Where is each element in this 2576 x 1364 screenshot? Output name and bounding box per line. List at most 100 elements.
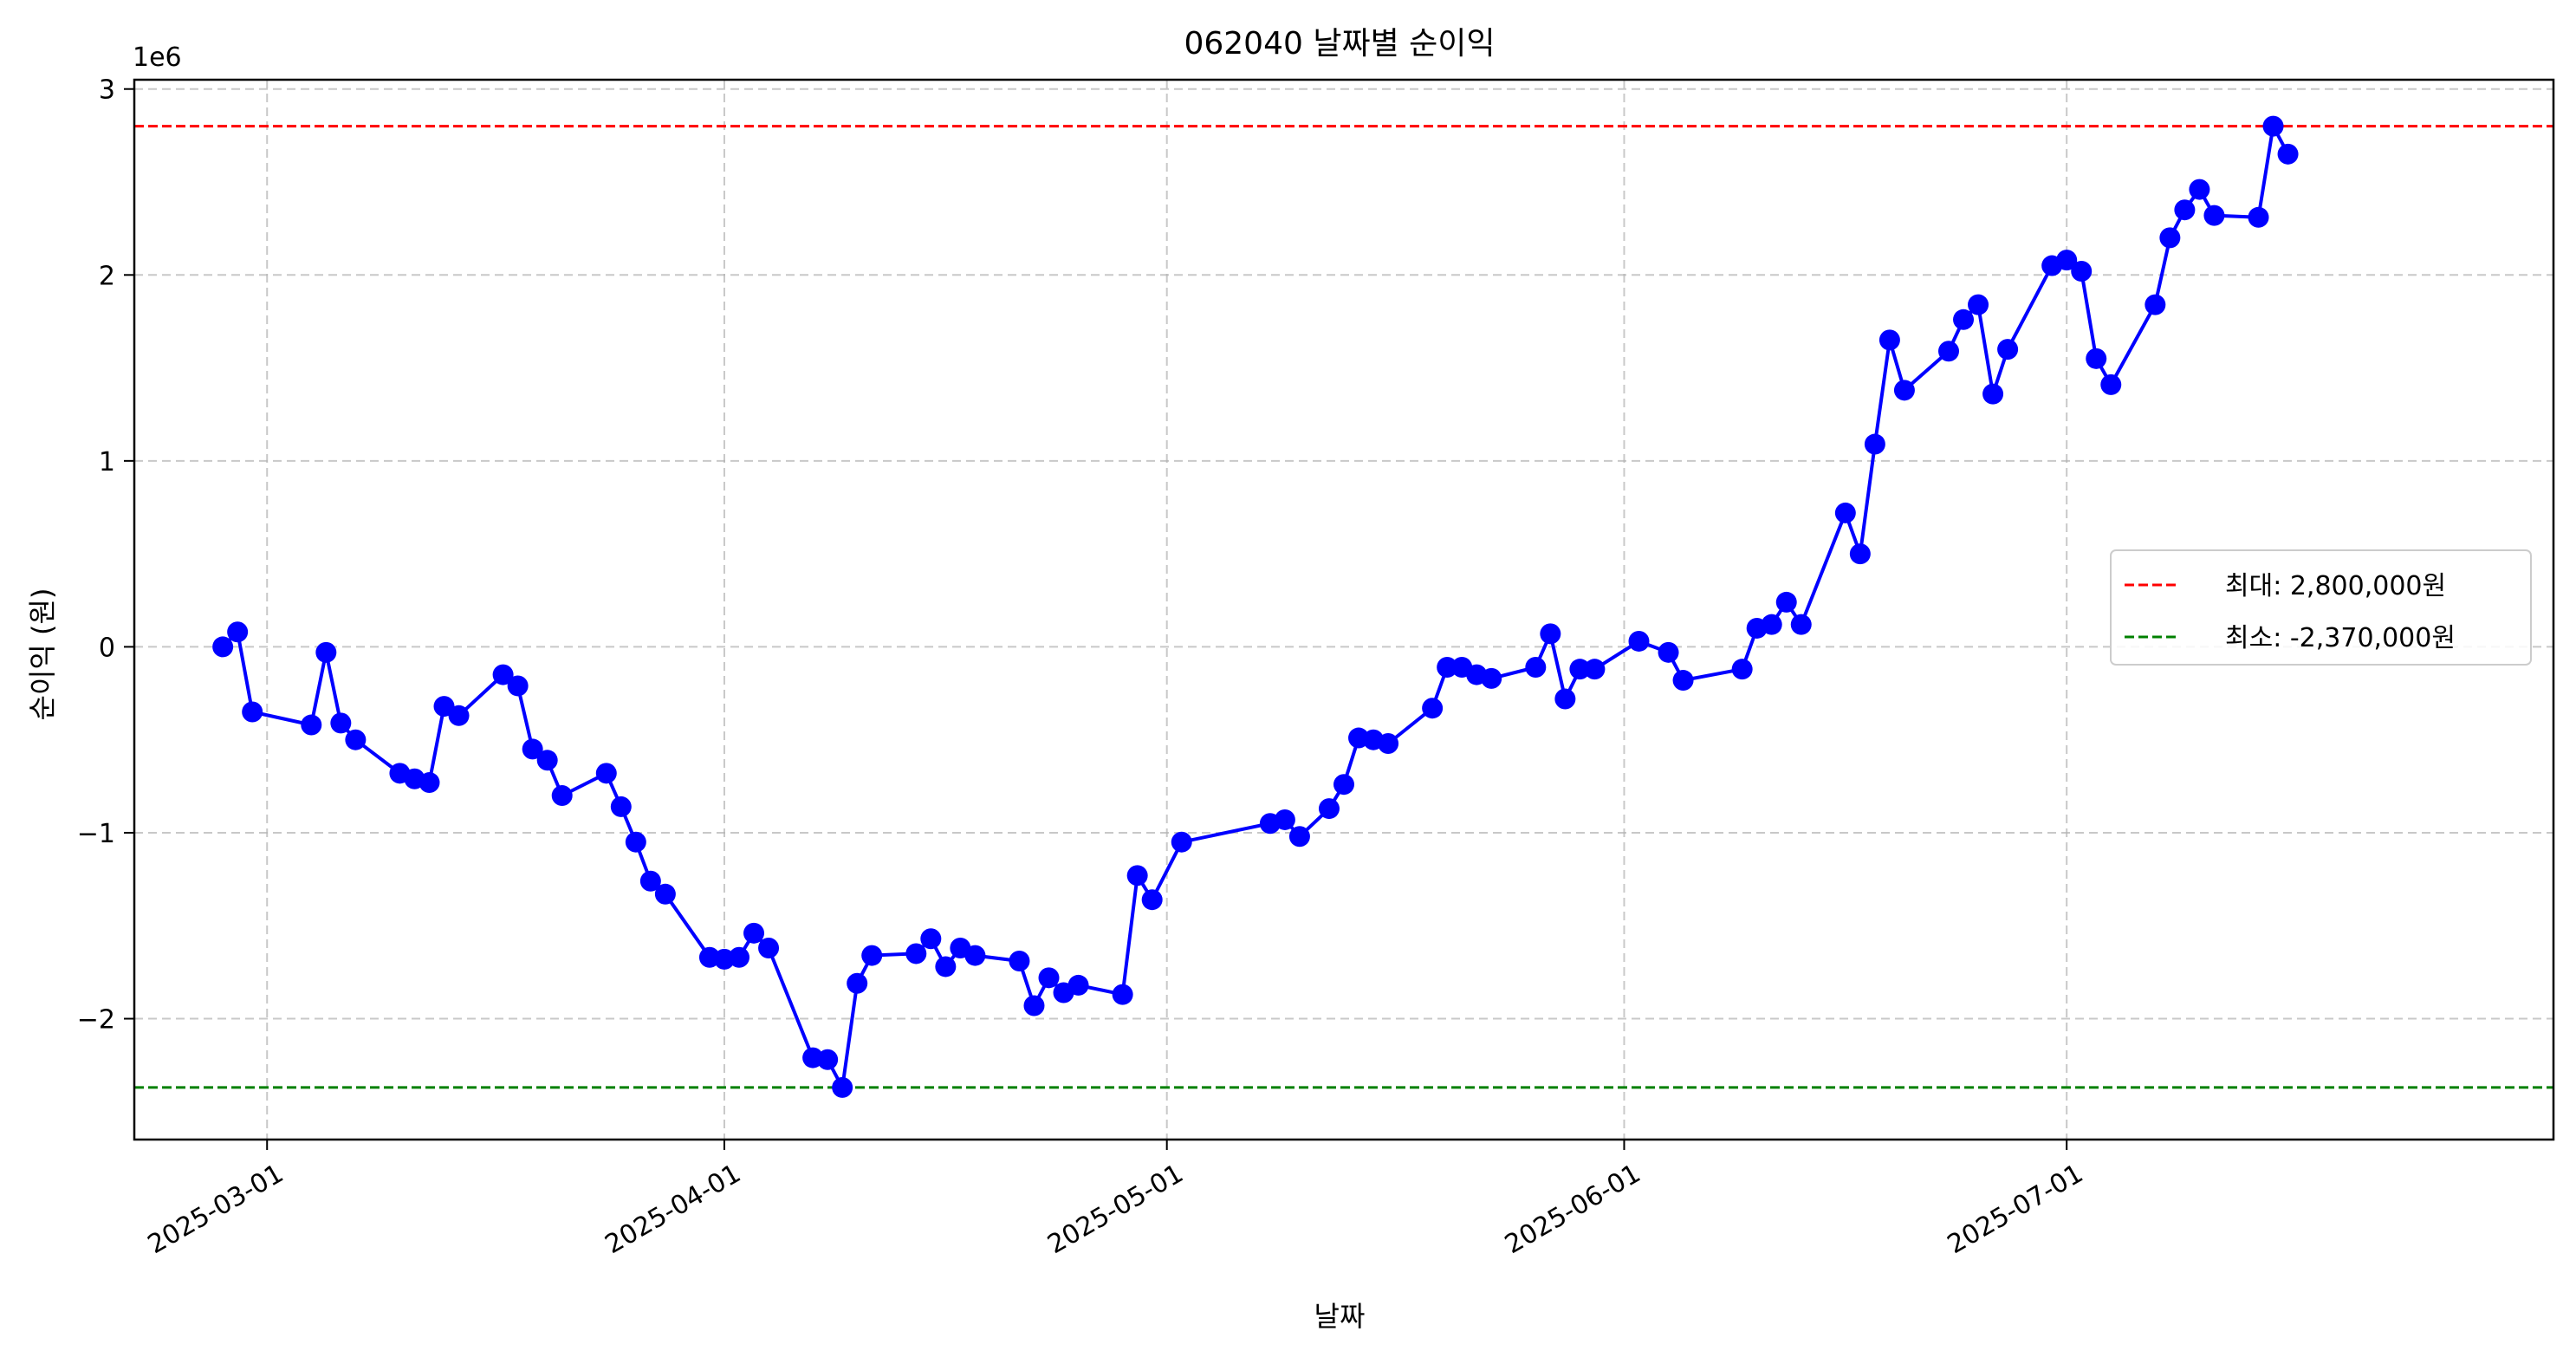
data-point bbox=[1141, 889, 1163, 911]
data-point bbox=[2056, 250, 2078, 271]
data-point bbox=[1790, 614, 1812, 635]
data-point bbox=[1864, 433, 1885, 455]
data-point bbox=[1761, 614, 1782, 635]
plot-frame bbox=[133, 78, 2555, 1141]
data-point bbox=[1628, 630, 1650, 652]
data-point bbox=[1878, 329, 1900, 351]
data-point bbox=[729, 946, 749, 968]
data-point bbox=[1481, 667, 1502, 689]
data-point bbox=[345, 729, 367, 750]
y-tick-label: 1 bbox=[99, 447, 115, 477]
grid-layer bbox=[134, 80, 2553, 1140]
data-point bbox=[507, 675, 529, 697]
data-point bbox=[301, 714, 322, 736]
data-point bbox=[1422, 698, 1444, 719]
legend-frame bbox=[2110, 549, 2532, 666]
data-point bbox=[1997, 339, 2019, 360]
data-point bbox=[1731, 659, 1753, 680]
data-point bbox=[817, 1049, 839, 1070]
data-point bbox=[1849, 543, 1871, 565]
data-point bbox=[654, 883, 676, 905]
data-point bbox=[1171, 831, 1192, 853]
data-point bbox=[2174, 199, 2196, 221]
data-point bbox=[522, 738, 543, 760]
data-point bbox=[227, 621, 249, 643]
series-layer bbox=[212, 115, 2299, 1098]
data-point bbox=[935, 956, 957, 978]
data-point bbox=[1437, 657, 1458, 679]
data-point bbox=[1525, 657, 1547, 679]
y-tick-label: −1 bbox=[77, 819, 115, 849]
data-point bbox=[1569, 659, 1591, 680]
data-point bbox=[1584, 659, 1606, 680]
data-point bbox=[1540, 623, 1561, 645]
data-point bbox=[1023, 995, 1045, 1017]
y-tick-label: 3 bbox=[99, 75, 115, 106]
data-point bbox=[448, 705, 470, 726]
data-point bbox=[2189, 179, 2210, 200]
data-point bbox=[1274, 809, 1295, 830]
data-point bbox=[1009, 951, 1030, 972]
data-point bbox=[2262, 115, 2284, 137]
data-point bbox=[2248, 206, 2269, 228]
legend-max-label: 최대: 2,800,000원 bbox=[2225, 571, 2446, 601]
data-point bbox=[242, 701, 263, 723]
data-point bbox=[2203, 205, 2225, 226]
data-point bbox=[1554, 688, 1576, 710]
data-point bbox=[1938, 341, 1959, 362]
data-point bbox=[861, 945, 883, 966]
data-point bbox=[419, 772, 440, 794]
data-point bbox=[1982, 383, 2004, 405]
data-point bbox=[1378, 732, 1399, 754]
reference-lines bbox=[134, 125, 2553, 1089]
y-tick-label: 2 bbox=[99, 261, 115, 291]
data-point bbox=[492, 664, 514, 685]
data-point bbox=[832, 1076, 853, 1098]
data-point bbox=[1953, 309, 1975, 330]
y-tick-label: −2 bbox=[77, 1005, 115, 1036]
x-axis-title: 날짜 bbox=[1314, 1300, 1366, 1333]
data-point bbox=[1288, 826, 1310, 848]
y-axis-title: 순이익 (원) bbox=[26, 588, 59, 721]
data-point bbox=[905, 943, 927, 965]
data-point bbox=[315, 641, 337, 663]
data-point bbox=[758, 938, 780, 959]
data-point bbox=[536, 750, 558, 771]
legend: 최대: 2,800,000원 최소: -2,370,000원 bbox=[2110, 549, 2532, 666]
data-point bbox=[1112, 984, 1133, 1005]
data-point bbox=[1672, 670, 1694, 692]
data-point bbox=[847, 972, 868, 994]
data-point bbox=[625, 831, 646, 853]
data-point bbox=[2145, 294, 2166, 315]
data-point bbox=[1893, 380, 1915, 401]
data-point bbox=[595, 763, 617, 784]
data-point bbox=[920, 928, 942, 950]
legend-min-label: 최소: -2,370,000원 bbox=[2225, 623, 2456, 653]
y-tick-label: 0 bbox=[99, 633, 115, 663]
data-point bbox=[330, 712, 352, 734]
data-point bbox=[2100, 373, 2122, 395]
data-point bbox=[2159, 227, 2181, 249]
chart-title: 062040 날짜별 순이익 bbox=[1184, 26, 1495, 62]
data-point bbox=[551, 785, 573, 807]
data-point bbox=[610, 796, 632, 817]
data-point bbox=[1775, 591, 1797, 613]
data-point bbox=[1658, 641, 1679, 663]
data-point bbox=[1038, 967, 1060, 989]
data-point bbox=[1968, 294, 1989, 315]
data-point bbox=[2086, 347, 2107, 369]
y-axis-offset-text: 1e6 bbox=[133, 42, 182, 73]
data-point bbox=[1834, 502, 1856, 523]
data-point bbox=[2277, 143, 2299, 165]
data-point bbox=[639, 870, 661, 892]
data-point bbox=[964, 945, 986, 966]
data-point bbox=[1126, 865, 1148, 887]
data-point bbox=[743, 922, 765, 944]
data-point bbox=[2071, 260, 2093, 282]
data-point bbox=[1333, 774, 1354, 796]
data-point bbox=[212, 636, 234, 658]
data-point bbox=[1318, 798, 1340, 820]
